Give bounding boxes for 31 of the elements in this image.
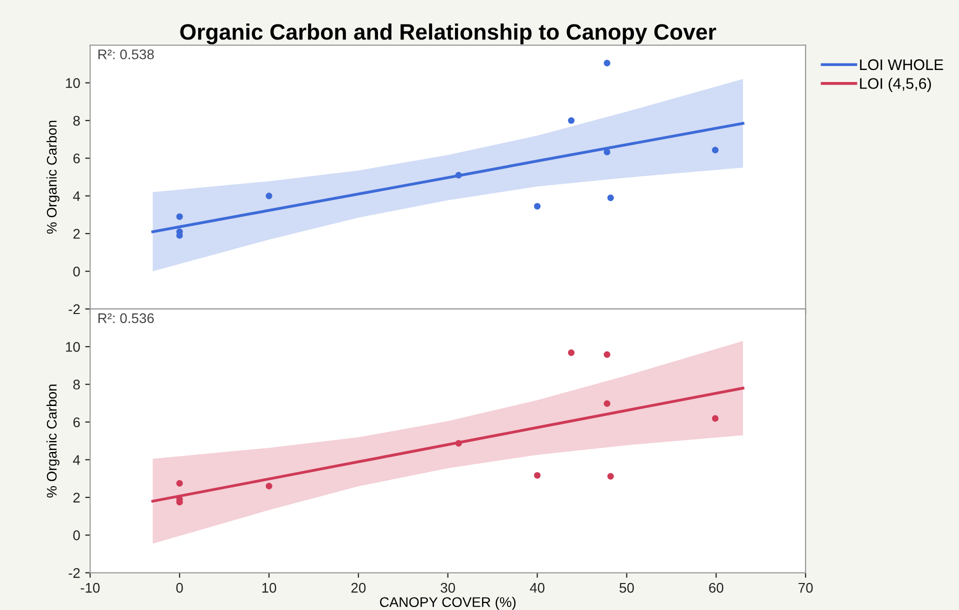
y-tick-label: 10	[66, 342, 80, 352]
legend-label: LOI WHOLE	[860, 59, 944, 70]
annotation: R²: 0.538	[98, 49, 154, 60]
x-tick-label: 50	[620, 582, 634, 593]
y-axis-title: % Organic Carbon	[46, 384, 60, 498]
x-tick-label: 20	[351, 582, 366, 593]
y-tick-label: 8	[73, 380, 80, 390]
x-tick-label: 40	[530, 582, 544, 593]
legend-label: LOI (4,5,6)	[860, 78, 931, 92]
x-tick-label: 10	[262, 582, 276, 593]
y-tick-label: 4	[73, 191, 80, 201]
y-tick-label: 6	[73, 154, 80, 164]
y-tick-label: -2	[68, 568, 80, 578]
y-tick-label: 8	[73, 116, 80, 126]
y-axis-title: % Organic Carbon	[46, 120, 60, 234]
y-tick-label: 0	[73, 530, 80, 540]
x-tick-label: 30	[440, 582, 456, 593]
y-tick-label: 6	[73, 417, 80, 428]
x-axis-title: CANOPY COVER (%)	[380, 596, 516, 610]
y-tick-label: 2	[73, 228, 80, 239]
x-tick-label: -10	[80, 582, 100, 593]
x-tick-label: 70	[798, 582, 813, 593]
chart-title: Organic Carbon and Relationship to Canopy Cover	[180, 23, 716, 44]
y-tick-label: -2	[68, 304, 80, 314]
y-tick-label: 10	[66, 78, 80, 88]
y-tick-label: 2	[73, 492, 80, 502]
x-tick-label: 60	[709, 582, 724, 593]
x-tick-label: 0	[176, 582, 183, 593]
y-tick-label: 0	[73, 266, 80, 276]
y-tick-label: 4	[73, 455, 80, 465]
annotation: R²: 0.536	[98, 313, 154, 324]
